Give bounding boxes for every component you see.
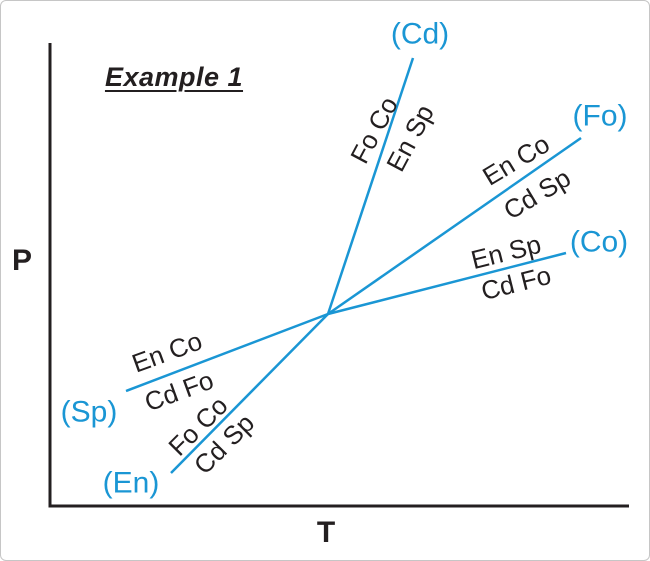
absent-phase-label-fo: (Fo) bbox=[573, 100, 628, 133]
univariant-curve-en bbox=[170, 313, 329, 474]
axes-line bbox=[48, 43, 629, 508]
univariant-curve-cd bbox=[326, 57, 415, 315]
y-axis-label: P bbox=[11, 244, 32, 277]
absent-phase-label-cd: (Cd) bbox=[391, 18, 449, 51]
absent-phase-label-co: (Co) bbox=[570, 226, 628, 259]
absent-phase-label-en: (En) bbox=[103, 467, 160, 500]
x-axis-label: T bbox=[316, 516, 336, 549]
univariant-curves bbox=[125, 57, 582, 474]
univariant-curve-fo bbox=[327, 136, 582, 316]
absent-phase-label-sp: (Sp) bbox=[61, 396, 118, 429]
diagram-title: Example 1 bbox=[104, 62, 244, 92]
univariant-curve-sp bbox=[125, 312, 329, 393]
univariant-curve-co bbox=[327, 251, 567, 316]
